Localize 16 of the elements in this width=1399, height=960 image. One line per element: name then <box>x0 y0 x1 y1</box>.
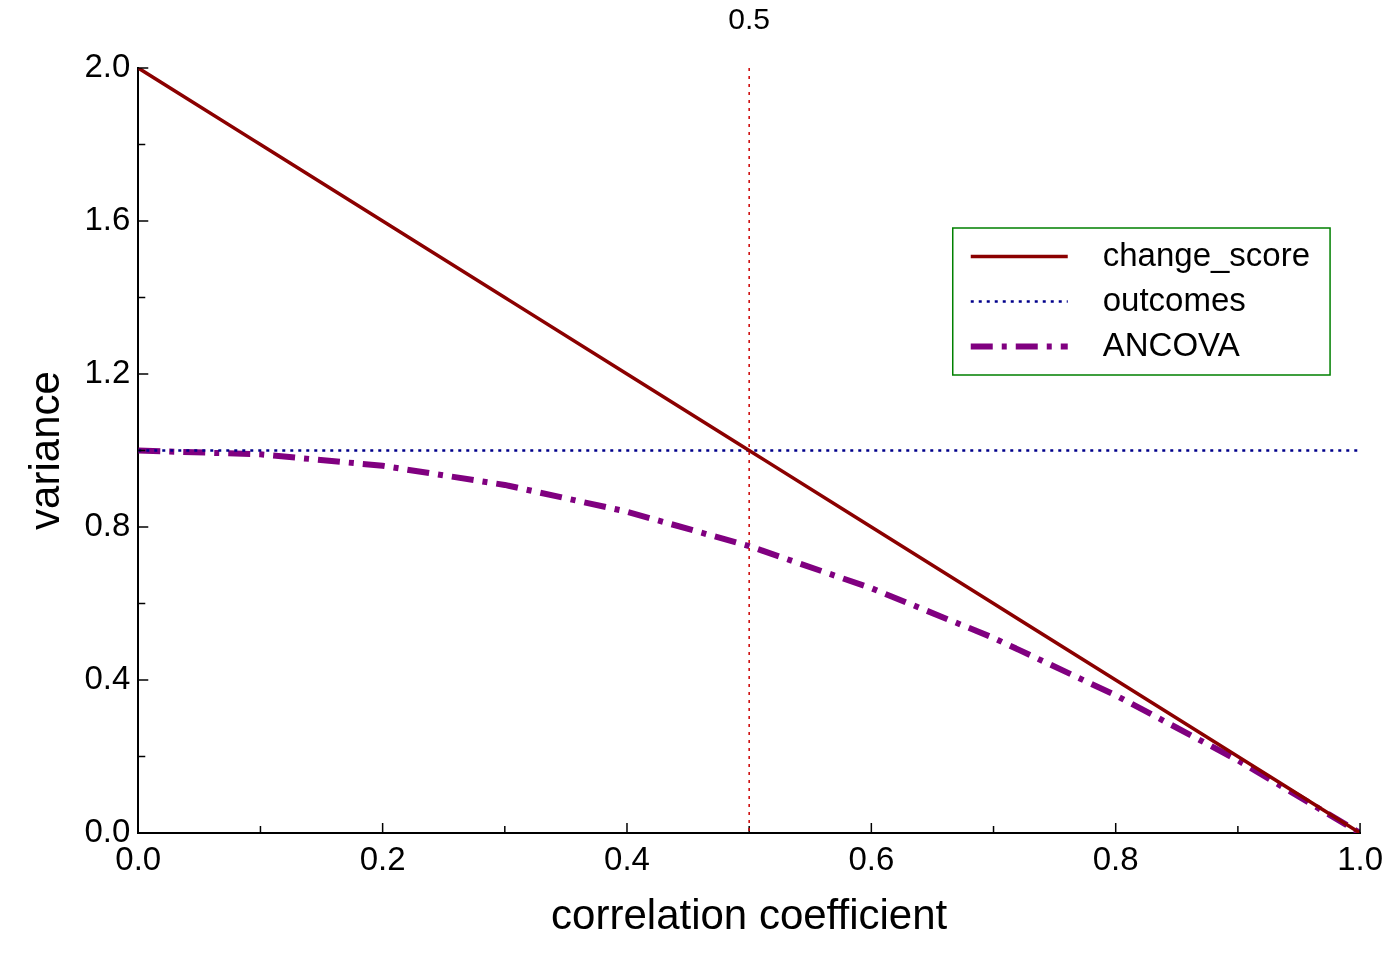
legend-label: ANCOVA <box>1102 325 1240 363</box>
legend-label: change_score <box>1102 235 1311 273</box>
y-tick-label: 0.4 <box>84 659 131 697</box>
x-tick-label: 0.6 <box>848 839 895 877</box>
x-axis-title: correlation coefficient <box>551 891 948 939</box>
y-axis-title: variance <box>20 371 68 530</box>
legend-label: outcomes <box>1102 280 1246 318</box>
x-tick-label: 0.2 <box>359 839 406 877</box>
x-tick-label: 0.8 <box>1092 839 1139 877</box>
x-tick-label: 0.4 <box>604 839 650 877</box>
x-tick-label: 1.0 <box>1337 839 1383 877</box>
y-tick-label: 0.8 <box>84 506 131 544</box>
y-tick-label: 2.0 <box>84 47 131 85</box>
y-tick-label: 1.2 <box>84 353 131 391</box>
y-tick-label: 1.6 <box>84 200 131 238</box>
ref-line-label: 0.5 <box>728 2 771 36</box>
